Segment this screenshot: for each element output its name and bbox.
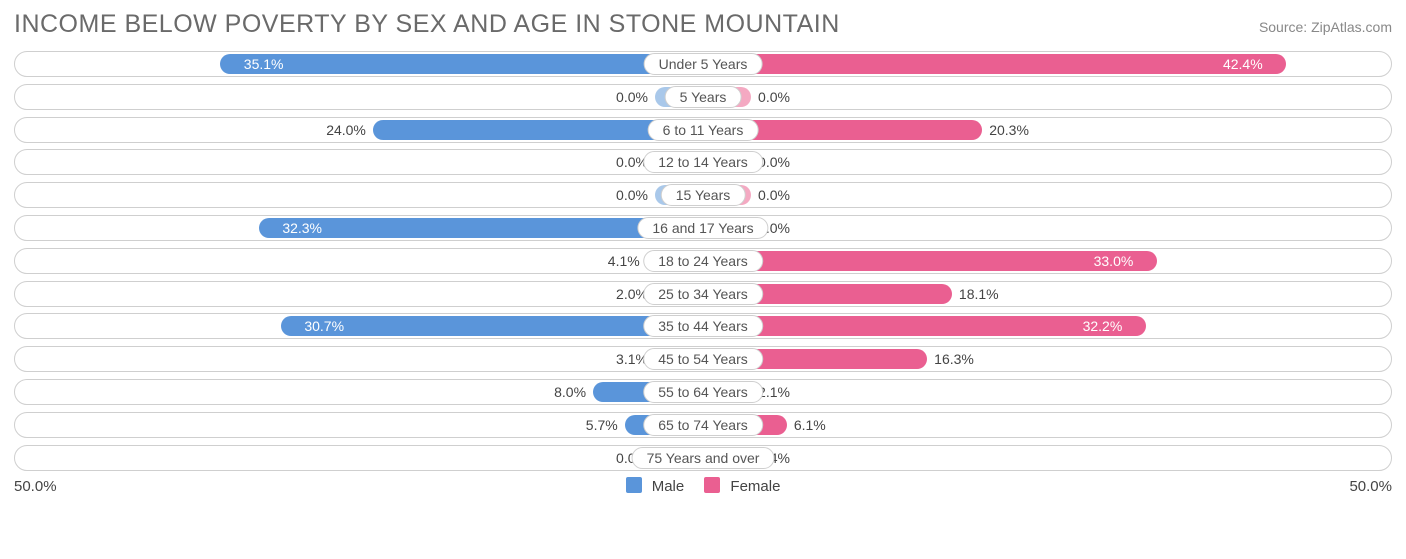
source-label: Source: ZipAtlas.com	[1259, 19, 1392, 35]
bar-male	[259, 218, 703, 238]
category-label: Under 5 Years	[644, 53, 763, 75]
chart-rows: 35.1% 42.4% Under 5 Years 0.0% 0.0% 5 Years 24…	[14, 51, 1392, 471]
axis-left-max: 50.0%	[14, 478, 57, 495]
category-label: 45 to 54 Years	[643, 348, 763, 370]
value-female: 0.0%	[758, 154, 790, 170]
legend-female: Female	[704, 477, 780, 495]
legend-female-label: Female	[730, 478, 780, 495]
value-female: 16.3%	[934, 351, 974, 367]
chart-row: 35.1% 42.4% Under 5 Years	[14, 51, 1392, 77]
category-label: 15 Years	[661, 184, 746, 206]
value-male: 30.7%	[294, 318, 344, 334]
bar-male	[220, 54, 703, 74]
value-female: 2.1%	[758, 384, 790, 400]
value-female: 0.0%	[758, 89, 790, 105]
chart-row: 24.0% 20.3% 6 to 11 Years	[14, 117, 1392, 143]
value-female: 42.4%	[1223, 56, 1273, 72]
legend: Male Female	[626, 477, 781, 495]
bar-female	[703, 251, 1157, 271]
value-male: 4.1%	[608, 253, 640, 269]
value-male: 8.0%	[554, 384, 586, 400]
chart-row: 4.1% 33.0% 18 to 24 Years	[14, 248, 1392, 274]
chart-row: 5.7% 6.1% 65 to 74 Years	[14, 412, 1392, 438]
chart-row: 2.0%18.1%25 to 34 Years	[14, 281, 1392, 307]
chart-row: 0.0% 0.0% 5 Years	[14, 84, 1392, 110]
chart-row: 30.7% 32.2% 35 to 44 Years	[14, 313, 1392, 339]
value-female: 18.1%	[959, 286, 999, 302]
category-label: 5 Years	[665, 86, 742, 108]
category-label: 55 to 64 Years	[643, 381, 763, 403]
chart-row: 32.3%0.0%16 and 17 Years	[14, 215, 1392, 241]
chart-row: 0.0%0.0%12 to 14 Years	[14, 149, 1392, 175]
category-label: 6 to 11 Years	[648, 119, 759, 141]
value-female: 33.0%	[1094, 253, 1144, 269]
chart-row: 3.1%16.3%45 to 54 Years	[14, 346, 1392, 372]
category-label: 25 to 34 Years	[643, 283, 763, 305]
value-female: 6.1%	[794, 417, 826, 433]
legend-male: Male	[626, 477, 685, 495]
chart-row: 0.0%2.4%75 Years and over	[14, 445, 1392, 471]
chart-footer: 50.0% Male Female 50.0%	[14, 477, 1392, 495]
chart-row: 0.0% 0.0% 15 Years	[14, 182, 1392, 208]
value-female: 20.3%	[989, 122, 1029, 138]
axis-right-max: 50.0%	[1349, 478, 1392, 495]
bar-female	[703, 316, 1146, 336]
category-label: 16 and 17 Years	[637, 217, 768, 239]
category-label: 65 to 74 Years	[643, 414, 763, 436]
category-label: 75 Years and over	[632, 447, 775, 469]
value-male: 0.0%	[616, 187, 648, 203]
legend-female-swatch	[704, 477, 720, 493]
value-male: 32.3%	[272, 220, 322, 236]
value-male: 0.0%	[616, 89, 648, 105]
chart-title: INCOME BELOW POVERTY BY SEX AND AGE IN S…	[14, 10, 840, 39]
value-female: 0.0%	[758, 187, 790, 203]
value-male: 35.1%	[234, 56, 284, 72]
chart-row: 8.0% 2.1%55 to 64 Years	[14, 379, 1392, 405]
value-female: 32.2%	[1083, 318, 1133, 334]
legend-male-swatch	[626, 477, 642, 493]
category-label: 18 to 24 Years	[643, 250, 763, 272]
bar-female	[703, 54, 1286, 74]
value-male: 24.0%	[326, 122, 366, 138]
value-male: 5.7%	[586, 417, 618, 433]
category-label: 12 to 14 Years	[643, 151, 763, 173]
legend-male-label: Male	[652, 478, 685, 495]
category-label: 35 to 44 Years	[643, 315, 763, 337]
